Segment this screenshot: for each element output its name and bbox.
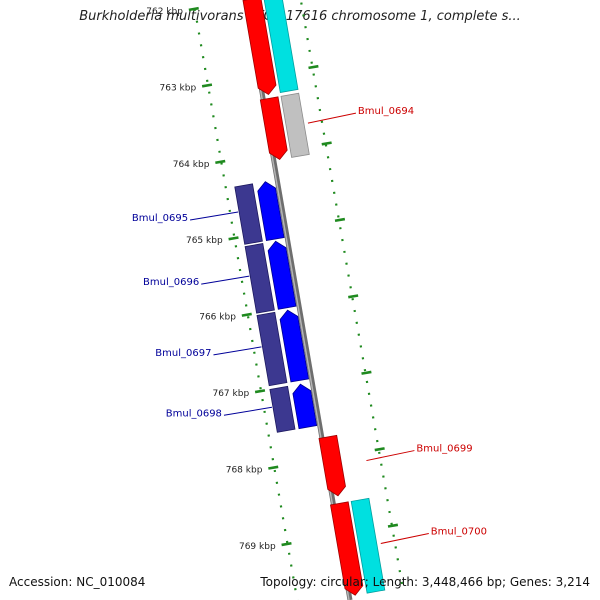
tick-label: 766 kbp xyxy=(199,313,236,323)
gene-product-bar xyxy=(269,385,296,433)
major-tick-mark xyxy=(281,541,292,547)
gene-product-bar xyxy=(280,92,310,158)
forward-gene-arrow xyxy=(259,96,288,161)
major-tick-mark xyxy=(188,6,199,12)
label-leader-line xyxy=(201,275,250,285)
gene-product-bar xyxy=(234,183,263,245)
tick-label: 762 kbp xyxy=(146,7,183,17)
tick-label: 767 kbp xyxy=(212,389,249,399)
label-leader-line xyxy=(190,211,239,221)
major-tick-mark xyxy=(201,83,213,88)
label-leader-line xyxy=(380,532,429,544)
reverse-gene-arrow xyxy=(292,383,318,430)
label-leader-line xyxy=(307,112,357,124)
genome-summary-text: Topology: circular; Length: 3,448,466 bp… xyxy=(260,575,590,589)
accession-text: Accession: NC_010084 xyxy=(9,575,146,589)
label-leader-line xyxy=(223,406,273,416)
tick-label: 765 kbp xyxy=(186,236,223,246)
gene-label: Bmul_0697 xyxy=(155,348,211,359)
reverse-gene-arrow xyxy=(267,240,297,310)
reverse-gene-arrow xyxy=(279,309,310,383)
gene-product-bar xyxy=(263,0,299,93)
major-tick-mark xyxy=(361,370,372,375)
label-leader-line xyxy=(213,346,262,356)
tick-label: 763 kbp xyxy=(160,83,197,93)
major-tick-mark xyxy=(228,236,239,241)
major-tick-mark xyxy=(348,294,359,299)
forward-gene-arrow xyxy=(242,0,277,96)
forward-gene-arrow xyxy=(330,501,364,596)
major-tick-mark xyxy=(215,159,226,165)
gene-label: Bmul_0698 xyxy=(166,408,222,419)
reverse-gene-arrow xyxy=(257,181,285,241)
major-tick-mark xyxy=(308,64,319,70)
major-tick-mark xyxy=(254,389,266,394)
label-leader-line xyxy=(366,450,415,462)
tick-label: 764 kbp xyxy=(173,160,210,170)
major-tick-mark xyxy=(321,141,332,146)
gene-product-bar xyxy=(350,497,386,594)
gene-product-bar xyxy=(244,243,275,314)
major-tick-mark xyxy=(387,523,399,528)
gene-label: Bmul_0700 xyxy=(431,526,487,537)
gene-label: Bmul_0699 xyxy=(416,444,472,455)
forward-gene-arrow xyxy=(318,434,346,497)
major-tick-mark xyxy=(374,447,385,452)
gene-product-bar xyxy=(256,311,288,387)
gene-label: Bmul_0695 xyxy=(132,213,188,224)
major-tick-mark xyxy=(268,465,279,470)
major-tick-mark xyxy=(241,312,252,317)
gene-label: Bmul_0696 xyxy=(143,277,199,288)
tick-label: 769 kbp xyxy=(239,542,276,552)
tick-label: 768 kbp xyxy=(226,466,263,476)
gene-label: Bmul_0694 xyxy=(358,106,414,117)
map-title: Burkholderia multivorans ATCC 17616 chro… xyxy=(79,9,521,24)
major-tick-mark xyxy=(334,217,346,223)
